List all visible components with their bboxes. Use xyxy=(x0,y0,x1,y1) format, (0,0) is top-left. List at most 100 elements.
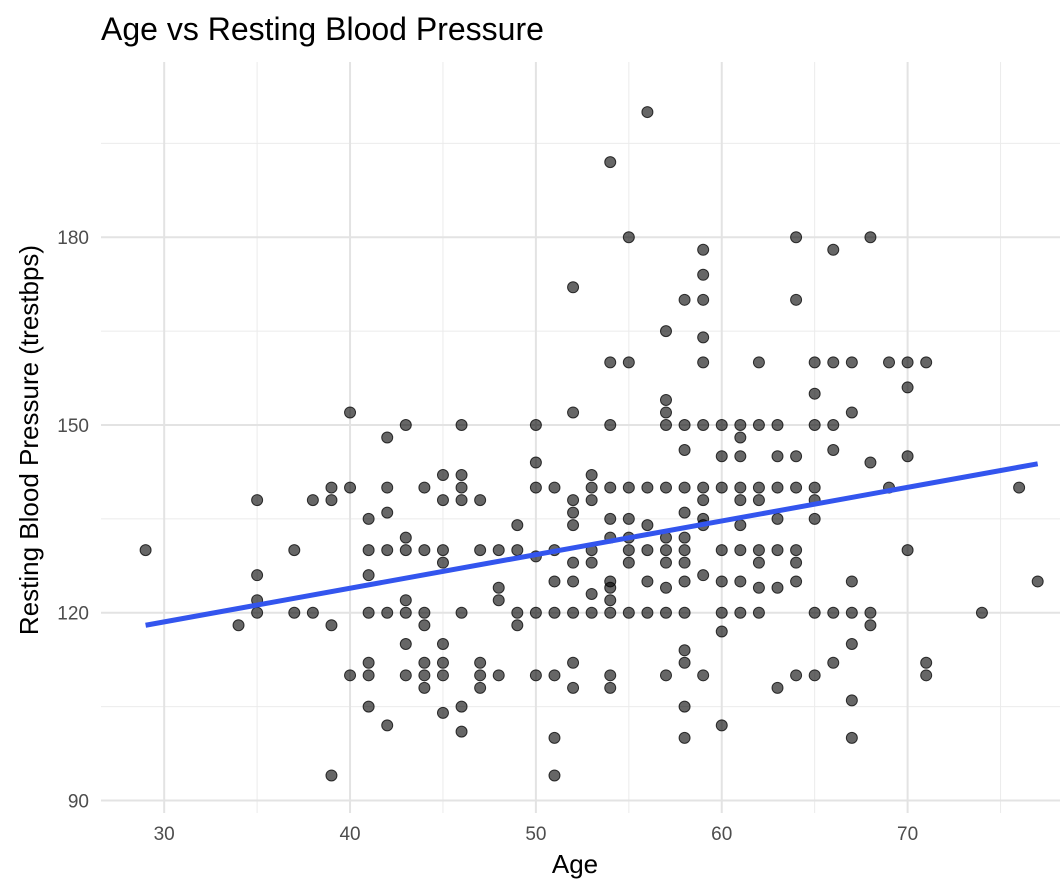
data-point xyxy=(548,769,561,782)
data-point xyxy=(659,418,672,431)
data-point xyxy=(622,606,635,619)
data-point xyxy=(752,494,765,507)
data-point xyxy=(827,606,840,619)
data-point xyxy=(455,606,468,619)
data-point xyxy=(622,481,635,494)
data-point xyxy=(325,494,338,507)
data-point xyxy=(604,418,617,431)
data-point xyxy=(697,481,710,494)
data-point xyxy=(678,481,691,494)
data-point xyxy=(808,512,821,525)
x-axis-ticks: 30 40 50 60 70 xyxy=(154,824,919,845)
data-point xyxy=(771,481,784,494)
data-point xyxy=(678,544,691,557)
data-point xyxy=(455,725,468,738)
y-axis-title: Resting Blood Pressure (trestbps) xyxy=(14,245,44,635)
data-point xyxy=(734,418,747,431)
data-point xyxy=(604,606,617,619)
data-point xyxy=(827,356,840,369)
data-point xyxy=(752,544,765,557)
data-point xyxy=(251,569,264,582)
data-point xyxy=(790,481,803,494)
data-point xyxy=(381,481,394,494)
data-point xyxy=(715,418,728,431)
data-point xyxy=(715,606,728,619)
data-point xyxy=(920,669,933,682)
data-point xyxy=(808,606,821,619)
data-points xyxy=(139,106,1044,782)
data-point xyxy=(808,356,821,369)
grid xyxy=(101,62,1060,813)
data-point xyxy=(455,418,468,431)
data-point xyxy=(901,544,914,557)
data-point xyxy=(659,581,672,594)
chart-title: Age vs Resting Blood Pressure xyxy=(101,11,544,47)
y-tick-label: 90 xyxy=(68,791,89,812)
data-point xyxy=(381,719,394,732)
data-point xyxy=(641,106,654,119)
data-point xyxy=(436,494,449,507)
data-point xyxy=(567,575,580,588)
data-point xyxy=(697,356,710,369)
data-point xyxy=(845,694,858,707)
data-point xyxy=(529,481,542,494)
data-point xyxy=(901,450,914,463)
data-point xyxy=(548,481,561,494)
data-point xyxy=(790,544,803,557)
data-point xyxy=(604,669,617,682)
data-point xyxy=(474,681,487,694)
y-tick-label: 150 xyxy=(57,416,89,437)
data-point xyxy=(585,494,598,507)
trend-line xyxy=(145,461,1039,628)
data-point xyxy=(418,619,431,632)
data-point xyxy=(492,544,505,557)
data-point xyxy=(399,594,412,607)
data-point xyxy=(678,575,691,588)
data-point xyxy=(492,669,505,682)
data-point xyxy=(678,731,691,744)
data-point xyxy=(567,656,580,669)
data-point xyxy=(790,669,803,682)
x-axis-title: Age xyxy=(552,849,598,879)
data-point xyxy=(697,293,710,306)
data-point xyxy=(752,418,765,431)
data-point xyxy=(641,481,654,494)
data-point xyxy=(399,669,412,682)
data-point xyxy=(418,481,431,494)
y-axis-ticks: 90 120 150 180 xyxy=(57,228,89,812)
data-point xyxy=(604,681,617,694)
data-point xyxy=(548,731,561,744)
data-point xyxy=(659,406,672,419)
data-point xyxy=(808,387,821,400)
data-point xyxy=(474,544,487,557)
x-tick-label: 50 xyxy=(525,824,546,845)
data-point xyxy=(362,656,375,669)
data-point xyxy=(436,556,449,569)
data-point xyxy=(641,606,654,619)
data-point xyxy=(622,356,635,369)
data-point xyxy=(715,719,728,732)
data-point xyxy=(697,243,710,256)
x-tick-label: 70 xyxy=(897,824,918,845)
data-point xyxy=(734,519,747,532)
data-point xyxy=(752,481,765,494)
data-point xyxy=(659,393,672,406)
data-point xyxy=(344,406,357,419)
data-point xyxy=(251,606,264,619)
data-point xyxy=(771,681,784,694)
data-point xyxy=(492,594,505,607)
data-point xyxy=(715,575,728,588)
data-point xyxy=(678,418,691,431)
data-point xyxy=(418,656,431,669)
data-point xyxy=(567,606,580,619)
data-point xyxy=(771,512,784,525)
data-point xyxy=(567,281,580,294)
data-point xyxy=(436,469,449,482)
data-point xyxy=(790,556,803,569)
data-point xyxy=(678,644,691,657)
data-point xyxy=(734,481,747,494)
data-point xyxy=(678,556,691,569)
data-point xyxy=(901,381,914,394)
data-point xyxy=(771,544,784,557)
data-point xyxy=(771,450,784,463)
